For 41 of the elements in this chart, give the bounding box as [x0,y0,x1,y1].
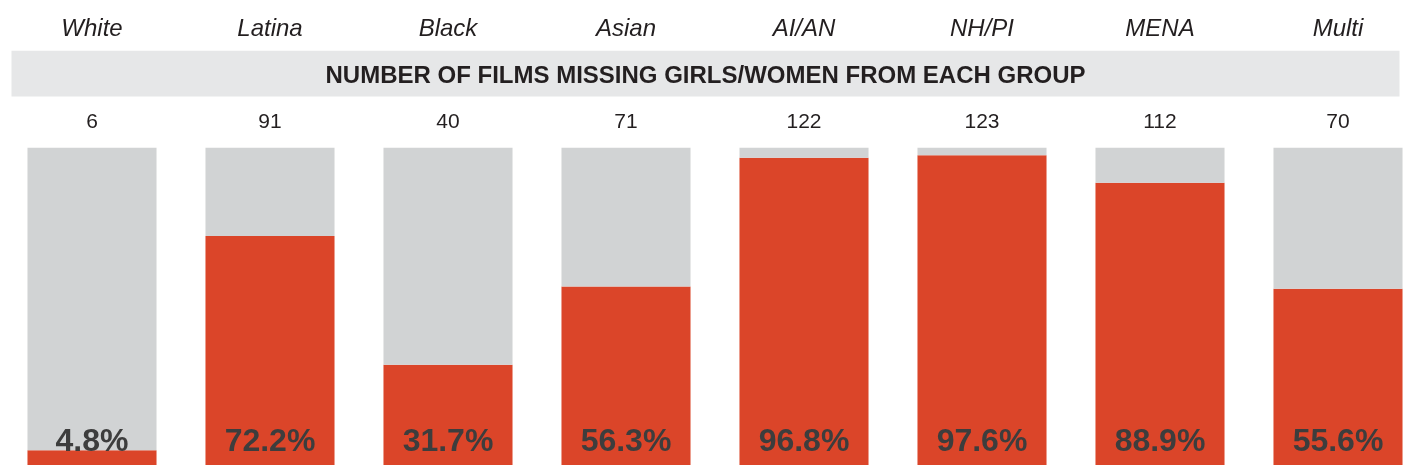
data-label: 56.3% [580,421,672,458]
x-tick-label: Latina [237,13,303,41]
chart-title: NUMBER OF FILMS MISSING GIRLS/WOMEN FROM EACH GROUP [325,61,1086,88]
data-label: 31.7% [402,421,494,458]
annotation: 123 [964,108,1000,132]
x-tick-label: Black [418,13,480,41]
x-tick-label: NH/PI [950,13,1015,41]
bar [27,450,157,465]
bar [739,157,869,465]
x-tick-label: AI/AN [770,13,837,41]
annotation: 122 [786,108,822,132]
bar [205,147,335,236]
annotation: 112 [1143,108,1177,132]
x-tick-label: White [61,13,123,41]
data-label: 72.2% [224,421,316,458]
bar [205,235,335,465]
data-label: 55.6% [1292,421,1384,458]
annotation: 40 [436,108,460,132]
bar [561,286,691,465]
annotation: 6 [86,108,98,132]
bar [1273,288,1403,465]
annotation: 71 [614,108,638,132]
bar [383,364,513,465]
bar [917,147,1047,156]
bar [1273,147,1403,289]
data-label: 88.9% [1114,421,1206,458]
bar [561,147,691,287]
bar [739,147,869,158]
annotation: 91 [258,108,282,132]
x-tick-label: MENA [1125,13,1195,41]
bar [27,147,157,451]
bar [383,147,513,365]
data-label: 96.8% [758,421,850,458]
bar [1095,182,1225,465]
bar [917,155,1047,465]
bar [1095,147,1225,183]
annotation: 70 [1326,108,1350,132]
data-label: 97.6% [936,421,1028,458]
data-label: 4.8% [55,421,129,458]
x-tick-label: Multi [1312,13,1364,41]
x-tick-label: Asian [593,13,657,41]
